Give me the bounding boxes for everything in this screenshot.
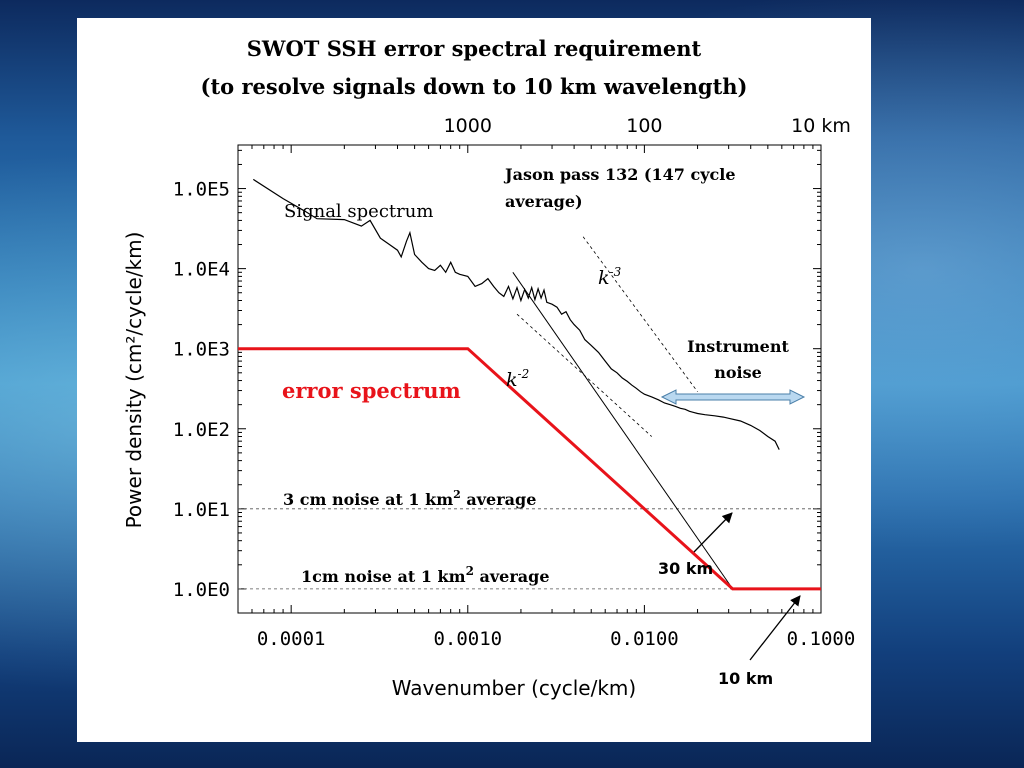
y-tick-label: 1.0E4: [173, 259, 230, 281]
jason-label-line2: average): [505, 192, 583, 211]
signal-spectrum-label: Signal spectrum: [284, 201, 433, 222]
k2-label: k-2: [506, 367, 529, 391]
x-tick-label: 0.0001: [257, 628, 326, 650]
y-tick-label: 1.0E2: [173, 419, 230, 441]
k3-dashed-line: [582, 236, 698, 392]
k3-solid-line: [512, 272, 734, 590]
noise-3cm-label: 3 cm noise at 1 km2 average: [283, 488, 536, 509]
error-spectrum-label: error spectrum: [282, 378, 461, 403]
instrument-noise-line2: noise: [714, 363, 762, 382]
top-wavelength-label: 10 km: [791, 115, 851, 137]
arrow-10km: [749, 595, 801, 661]
y-axis-label: Power density (cm²/cycle/km): [122, 232, 146, 529]
top-wavelength-label: 100: [626, 115, 662, 137]
y-tick-label: 1.0E5: [173, 179, 230, 201]
instrument-noise-arrow: [660, 389, 806, 405]
error-spectrum-line: [238, 347, 821, 591]
noise-1cm-label: 1cm noise at 1 km2 average: [301, 564, 550, 586]
slide-title: SWOT SSH error spectral requirement: [246, 36, 702, 61]
signal-spectrum-line: [252, 178, 780, 450]
chart-panel: [77, 18, 871, 742]
instrument-noise-line1: Instrument: [687, 337, 789, 356]
k3-label: k-3: [598, 265, 622, 289]
label-10km: 10 km: [718, 669, 773, 688]
x-axis-label: Wavenumber (cycle/km): [392, 676, 636, 700]
y-tick-label: 1.0E0: [173, 579, 230, 601]
x-tick-label: 0.0100: [610, 628, 679, 650]
arrow-30km: [693, 512, 733, 553]
y-tick-label: 1.0E3: [173, 339, 230, 361]
x-tick-label: 0.0010: [433, 628, 502, 650]
label-30km: 30 km: [658, 559, 713, 578]
y-tick-label: 1.0E1: [173, 499, 230, 521]
x-tick-label: 0.1000: [787, 628, 856, 650]
jason-label-line1: Jason pass 132 (147 cycle: [503, 165, 736, 184]
k2-dashed-line: [516, 313, 652, 437]
slide-subtitle: (to resolve signals down to 10 km wavele…: [200, 74, 748, 99]
top-wavelength-label: 1000: [444, 115, 492, 137]
plot-frame: [237, 144, 822, 614]
